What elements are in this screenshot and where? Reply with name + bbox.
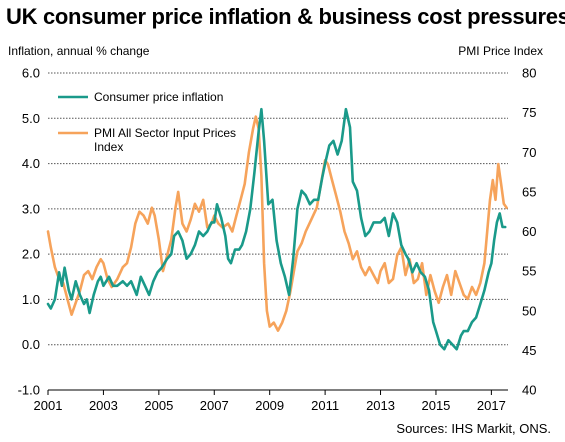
y-right-tick-label: 65 bbox=[522, 184, 536, 199]
y-left-tick-label: 6.0 bbox=[22, 66, 40, 81]
y-right-tick-label: 40 bbox=[522, 383, 536, 398]
right-axis-ticks: 80 75 70 65 60 55 50 45 40 bbox=[522, 66, 536, 398]
y-right-tick-label: 60 bbox=[522, 224, 536, 239]
y-right-tick-label: 50 bbox=[522, 303, 536, 318]
y-left-tick-label: 1.0 bbox=[22, 292, 40, 307]
y-left-tick-label: 0.0 bbox=[22, 337, 40, 352]
x-tick-label: 2007 bbox=[200, 398, 229, 413]
source-note: Sources: IHS Markit, ONS. bbox=[396, 421, 551, 436]
series-line-cpi bbox=[46, 107, 507, 351]
y-right-tick-label: 70 bbox=[522, 145, 536, 160]
x-tick-label: 2005 bbox=[144, 398, 173, 413]
y-left-tick-label: -1.0 bbox=[18, 383, 40, 398]
y-left-tick-label: 4.0 bbox=[22, 156, 40, 171]
series-lines bbox=[46, 107, 508, 351]
x-tick-label: 2001 bbox=[34, 398, 63, 413]
legend-label: Consumer price inflation bbox=[94, 90, 223, 104]
left-axis-ticks: 6.0 5.0 4.0 3.0 2.0 1.0 0.0 -1.0 bbox=[18, 66, 40, 398]
y-left-tick-label: 3.0 bbox=[22, 201, 40, 216]
x-tick-label: 2003 bbox=[89, 398, 118, 413]
x-tick-label: 2013 bbox=[366, 398, 395, 413]
y-left-tick-label: 5.0 bbox=[22, 111, 40, 126]
y-right-tick-label: 75 bbox=[522, 105, 536, 120]
y-right-tick-label: 80 bbox=[522, 66, 536, 81]
x-axis-ticks: 2001 2003 2005 2007 2009 2011 2013 2015 2017 bbox=[34, 389, 508, 413]
x-tick-label: 2009 bbox=[255, 398, 284, 413]
x-tick-label: 2017 bbox=[477, 398, 506, 413]
right-axis-title: PMI Price Index bbox=[458, 44, 543, 58]
left-axis-title: Inflation, annual % change bbox=[8, 44, 150, 58]
x-tick-label: 2011 bbox=[311, 398, 339, 413]
legend-label: PMI All Sector Input Prices Index bbox=[94, 126, 236, 154]
y-right-tick-label: 55 bbox=[522, 264, 536, 279]
series-line-pmi bbox=[46, 115, 508, 332]
chart-title: UK consumer price inflation & business c… bbox=[6, 4, 565, 29]
y-right-tick-label: 45 bbox=[522, 343, 536, 358]
y-left-tick-label: 2.0 bbox=[22, 247, 40, 262]
legend: Consumer price inflation PMI All Sector I… bbox=[58, 90, 236, 154]
x-tick-label: 2015 bbox=[421, 398, 450, 413]
